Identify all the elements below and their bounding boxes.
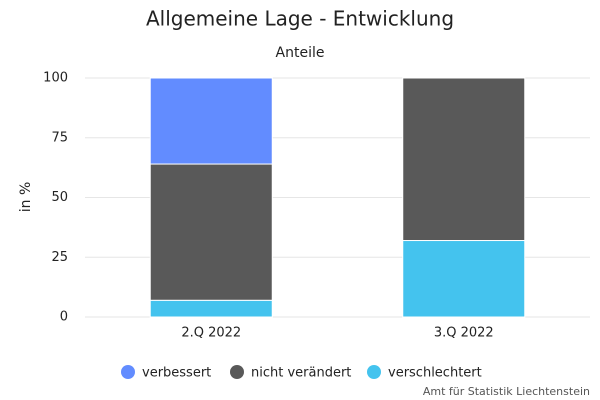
x-tick-label: 3.Q 2022 bbox=[434, 326, 494, 341]
legend-label: nicht verändert bbox=[251, 366, 351, 381]
y-axis-label: in % bbox=[18, 182, 34, 213]
bar-segment bbox=[149, 163, 273, 301]
x-tick-label: 2.Q 2022 bbox=[181, 326, 241, 341]
y-tick-label: 0 bbox=[60, 310, 68, 325]
bar-segment bbox=[402, 77, 526, 242]
y-tick-label: 25 bbox=[51, 250, 68, 265]
legend-marker bbox=[121, 365, 135, 379]
bar-segment bbox=[402, 240, 526, 318]
chart-title: Allgemeine Lage - Entwicklung bbox=[146, 7, 454, 31]
legend-label: verbessert bbox=[142, 366, 211, 381]
bar-segment bbox=[149, 77, 273, 165]
y-tick-label: 100 bbox=[43, 71, 68, 86]
legend-label: verschlechtert bbox=[388, 366, 482, 381]
credit: Amt für Statistik Liechtenstein bbox=[423, 385, 590, 398]
legend-marker bbox=[230, 365, 244, 379]
legend-marker bbox=[367, 365, 381, 379]
bar-segment bbox=[149, 299, 273, 318]
y-tick-label: 75 bbox=[51, 130, 68, 145]
chart-subtitle: Anteile bbox=[276, 45, 325, 61]
y-tick-label: 50 bbox=[51, 190, 68, 205]
